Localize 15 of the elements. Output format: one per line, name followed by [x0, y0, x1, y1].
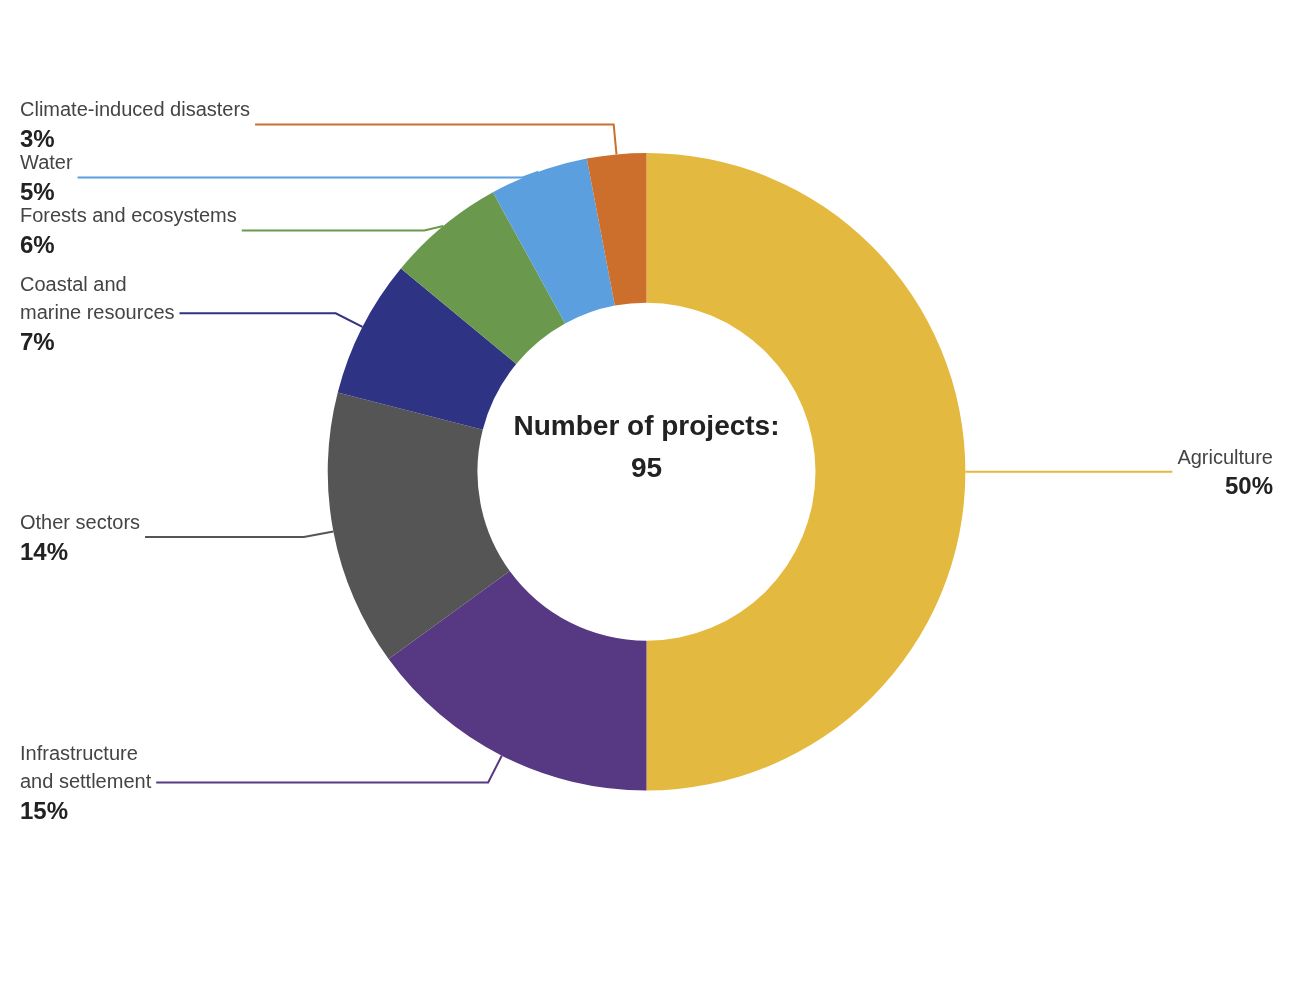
data-label: 6%: [20, 230, 55, 258]
slice-label: Infrastructure and settlement: [20, 742, 152, 793]
text: Number of projects: 95: [513, 409, 780, 483]
slice-label: Coastal and marine resources: [20, 273, 175, 324]
data-label: 3%: [20, 124, 55, 152]
slice-label: Water: [20, 151, 73, 174]
data-label: 7%: [20, 327, 55, 355]
slice-label: Climate-induced disasters: [20, 98, 251, 121]
data-label: 5%: [20, 177, 55, 205]
slice-label: Other sectors: [20, 511, 141, 534]
slice-label: Agriculture: [1177, 445, 1273, 468]
data-label: 15%: [20, 796, 69, 824]
data-label: 14%: [20, 537, 69, 565]
data-label: 50%: [1224, 472, 1273, 500]
slice-label: Forests and ecosystems: [20, 204, 237, 227]
